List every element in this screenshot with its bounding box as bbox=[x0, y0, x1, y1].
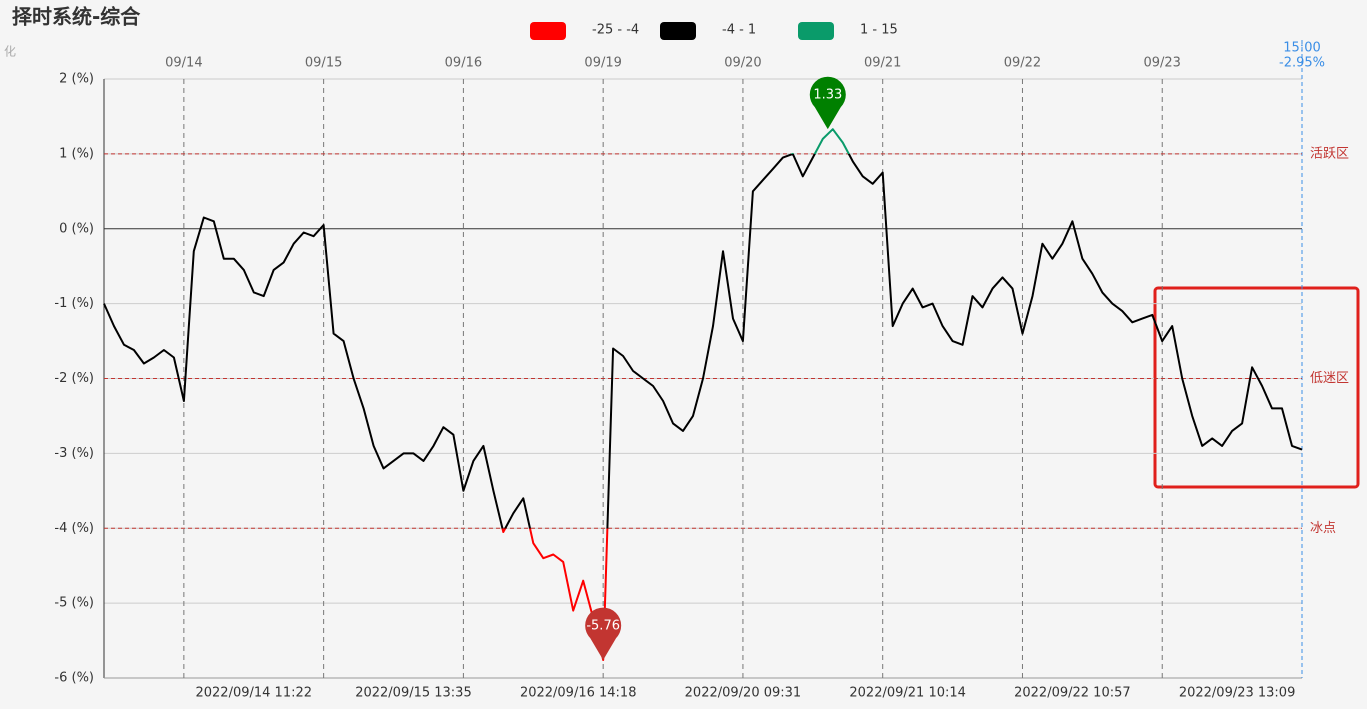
y-tick-label: -5 (%) bbox=[54, 596, 94, 611]
mark-pin-label: 1.33 bbox=[813, 88, 842, 103]
x-bottom-label: 2022/09/20 09:31 bbox=[685, 686, 802, 701]
x-tick-label: 09/20 bbox=[724, 56, 761, 71]
x-tick-label: 09/23 bbox=[1143, 56, 1180, 71]
y-tick-label: 1 (%) bbox=[59, 146, 94, 161]
x-tick-label: 09/19 bbox=[584, 56, 621, 71]
highlight-box bbox=[1153, 286, 1360, 489]
y-tick-label: -1 (%) bbox=[54, 296, 94, 311]
y-tick-label: -4 (%) bbox=[54, 521, 94, 536]
x-tick-label: 09/22 bbox=[1004, 56, 1041, 71]
end-time: 15:00 bbox=[1283, 41, 1320, 56]
mark-line-label: 冰点 bbox=[1310, 521, 1336, 536]
y-tick-label: 2 (%) bbox=[59, 72, 94, 87]
x-bottom-label: 2022/09/22 10:57 bbox=[1014, 686, 1131, 701]
x-tick-label: 09/21 bbox=[864, 56, 901, 71]
x-tick-label: 09/14 bbox=[165, 56, 202, 71]
y-tick-label: -3 (%) bbox=[54, 446, 94, 461]
mark-pin bbox=[809, 76, 846, 130]
legend-label: -25 - -4 bbox=[592, 23, 639, 38]
chart-subtitle: 化 bbox=[4, 45, 16, 59]
mark-pin bbox=[585, 607, 622, 661]
legend-swatch bbox=[798, 22, 834, 40]
x-bottom-label: 2022/09/23 13:09 bbox=[1179, 686, 1296, 701]
x-bottom-label: 2022/09/21 10:14 bbox=[849, 686, 966, 701]
chart-title: 择时系统-综合 bbox=[12, 5, 141, 29]
x-tick-label: 09/15 bbox=[305, 56, 342, 71]
mark-line-label: 活跃区 bbox=[1310, 146, 1349, 161]
y-tick-label: -2 (%) bbox=[54, 371, 94, 386]
x-bottom-label: 2022/09/14 11:22 bbox=[195, 686, 312, 701]
mark-line-label: 低迷区 bbox=[1310, 371, 1349, 386]
series-line bbox=[103, 128, 1303, 661]
legend-label: 1 - 15 bbox=[860, 23, 898, 38]
y-tick-label: -6 (%) bbox=[54, 671, 94, 686]
legend-swatch bbox=[530, 22, 566, 40]
y-tick-label: 0 (%) bbox=[59, 221, 94, 236]
legend-label: -4 - 1 bbox=[722, 23, 756, 38]
x-tick-label: 09/16 bbox=[445, 56, 482, 71]
end-value: -2.95% bbox=[1279, 56, 1325, 71]
x-bottom-label: 2022/09/16 14:18 bbox=[520, 686, 637, 701]
x-bottom-label: 2022/09/15 13:35 bbox=[355, 686, 472, 701]
legend-swatch bbox=[660, 22, 696, 40]
mark-pin-label: -5.76 bbox=[586, 619, 620, 634]
